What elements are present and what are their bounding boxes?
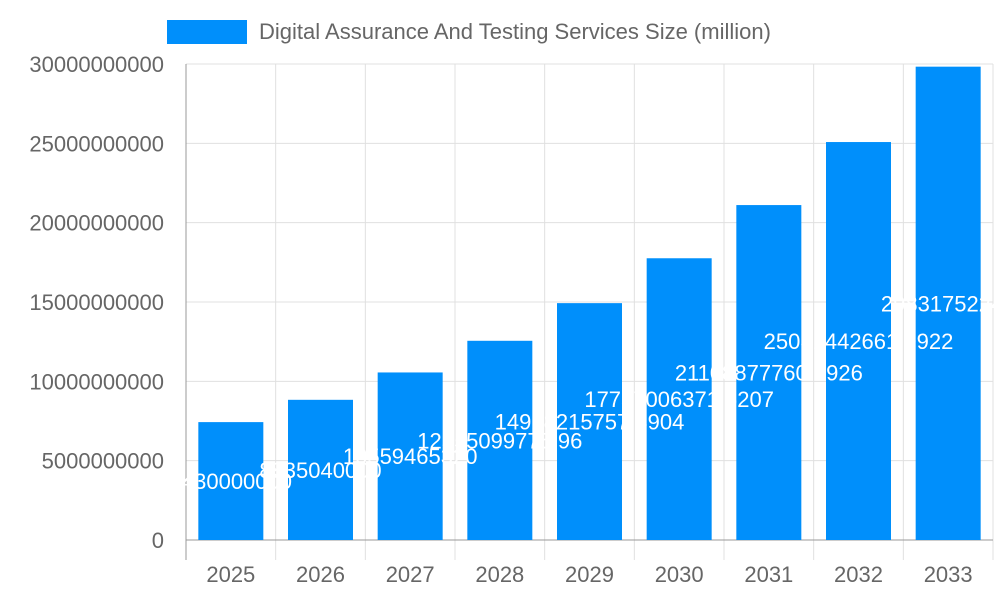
- data-label-2027: 10559465320: [343, 444, 478, 469]
- data-label-2033: 29831752240: [881, 291, 1000, 316]
- x-axis-ticks: 2025 2026 2027 2028 2029 2030 2031 2032 2033: [206, 562, 972, 587]
- y-tick-label: 25000000000: [29, 131, 164, 156]
- data-label-2030: 17757006371.6207: [584, 387, 774, 412]
- y-tick-label: 30000000000: [29, 52, 164, 77]
- y-tick-label: 10000000000: [29, 369, 164, 394]
- bar-2031: [736, 205, 802, 540]
- y-tick-label: 20000000000: [29, 211, 164, 236]
- x-tick-label: 2029: [565, 562, 614, 587]
- bar-2026: [288, 399, 353, 540]
- x-tick-label: 2026: [296, 562, 345, 587]
- x-tick-label: 2031: [744, 562, 793, 587]
- x-tick-label: 2025: [206, 562, 255, 587]
- bar-2030: [646, 258, 712, 540]
- x-tick-label: 2032: [834, 562, 883, 587]
- bar-2028: [467, 340, 533, 540]
- bar-2033: [915, 66, 981, 541]
- x-tick-label: 2028: [475, 562, 524, 587]
- y-tick-label: 15000000000: [29, 290, 164, 315]
- data-label-2032: 25081442661.9922: [764, 329, 954, 354]
- data-label-2026: 8835040000: [259, 458, 381, 483]
- grid: [185, 63, 994, 560]
- bar-2032: [826, 142, 891, 540]
- data-label-2031: 21108877760.3926: [675, 361, 863, 386]
- legend[interactable]: Digital Assurance And Testing Services S…: [167, 19, 771, 44]
- data-labels: 7430000000883504000010559465320125550997…: [170, 291, 1000, 494]
- y-tick-label: 5000000000: [42, 449, 164, 474]
- y-tick-label: 0: [152, 528, 164, 553]
- bar-2025: [198, 422, 264, 540]
- bar-2027: [377, 372, 443, 540]
- data-label-2028: 12555099775.96: [417, 428, 582, 453]
- data-label-2025: 7430000000: [170, 469, 292, 494]
- data-label-2029: 14928215757.8904: [495, 410, 685, 435]
- bars: [198, 66, 981, 541]
- legend-label: Digital Assurance And Testing Services S…: [259, 19, 771, 44]
- x-tick-label: 2027: [386, 562, 435, 587]
- y-axis-ticks: 0 5000000000 10000000000 15000000000 2000000…: [29, 52, 164, 553]
- x-tick-label: 2030: [655, 562, 704, 587]
- bar-2029: [557, 303, 622, 540]
- x-tick-label: 2033: [924, 562, 973, 587]
- legend-swatch: [167, 20, 247, 44]
